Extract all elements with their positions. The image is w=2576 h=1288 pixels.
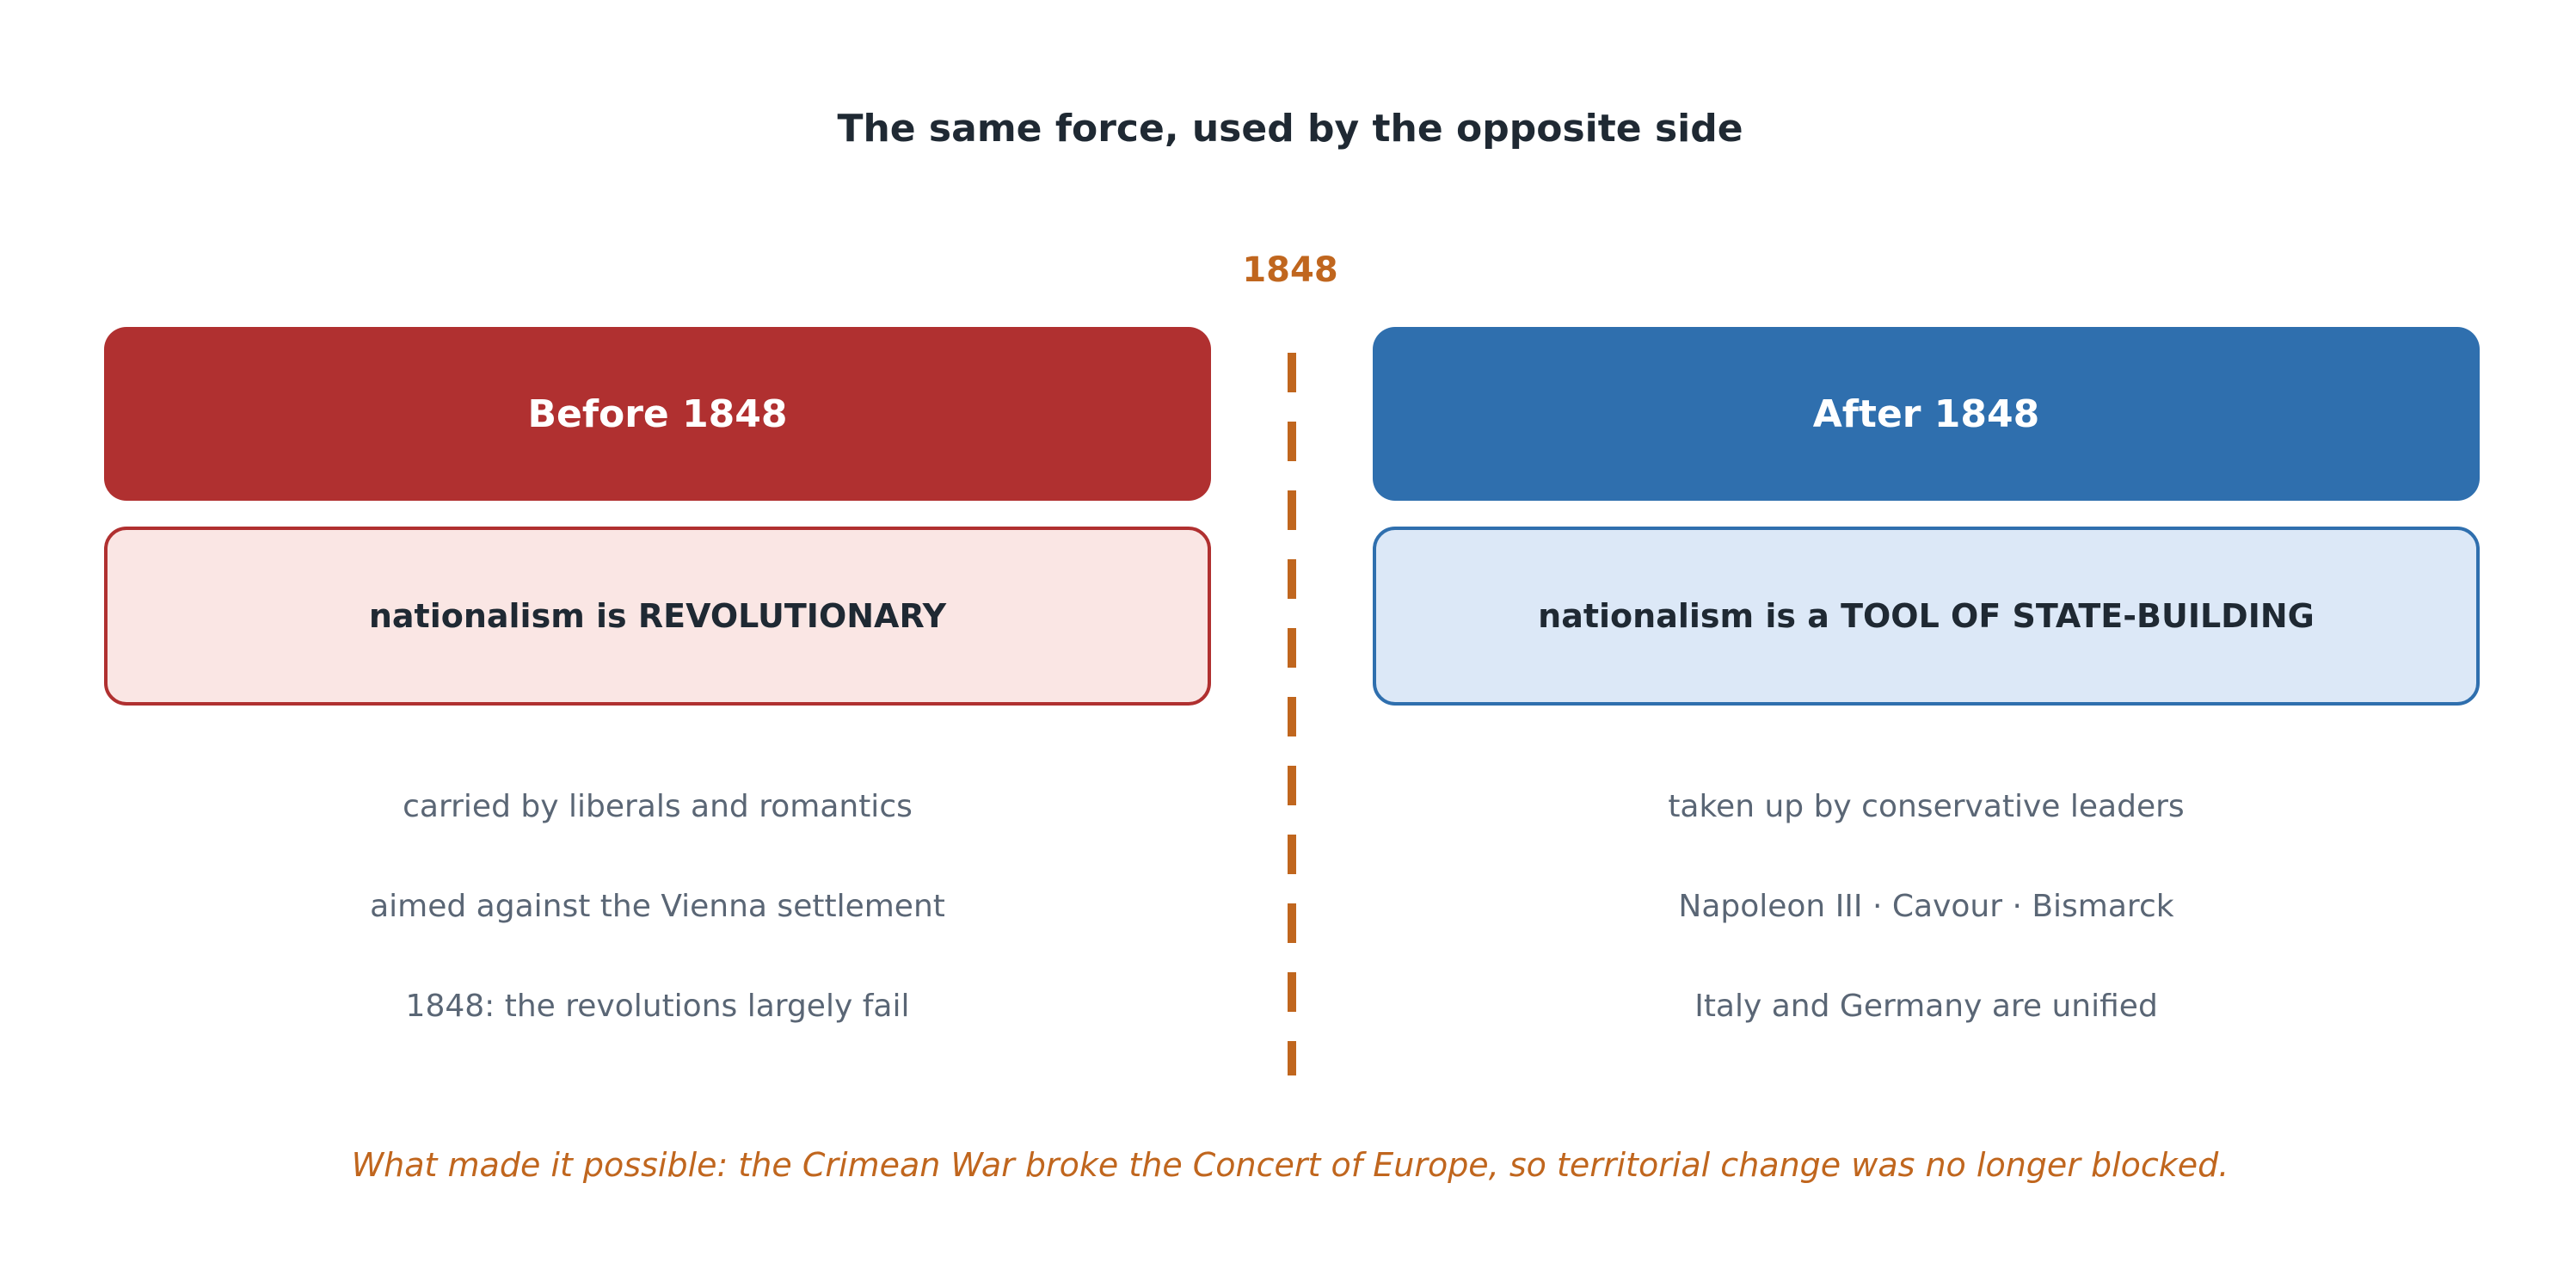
footnote: What made it possible: the Crimean War b… (351, 1146, 2229, 1184)
before-claim: nationalism is REVOLUTIONARY (368, 597, 947, 635)
before-claim-box: nationalism is REVOLUTIONARY (104, 527, 1211, 706)
before-header-label: Before 1848 (527, 391, 788, 436)
before-point: aimed against the Vienna settlement (370, 889, 945, 924)
timeline-divider (1288, 353, 1296, 1075)
before-point: 1848: the revolutions largely fail (405, 989, 910, 1024)
after-point: Napoleon III · Cavour · Bismarck (1678, 889, 2174, 924)
after-header-label: After 1848 (1812, 391, 2040, 436)
after-point: Italy and Germany are unified (1694, 989, 2158, 1024)
after-claim: nationalism is a TOOL OF STATE-BUILDING (1538, 597, 2315, 635)
after-points: taken up by conservative leaders Napoleo… (1373, 774, 2480, 1074)
diagram-title: The same force, used by the opposite sid… (837, 107, 1743, 151)
after-claim-box: nationalism is a TOOL OF STATE-BUILDING (1373, 527, 2480, 706)
after-header: After 1848 (1373, 327, 2480, 501)
year-marker: 1848 (1242, 250, 1338, 290)
before-point: carried by liberals and romantics (403, 789, 913, 824)
before-header: Before 1848 (104, 327, 1211, 501)
before-points: carried by liberals and romantics aimed … (104, 774, 1211, 1074)
after-point: taken up by conservative leaders (1668, 789, 2185, 824)
